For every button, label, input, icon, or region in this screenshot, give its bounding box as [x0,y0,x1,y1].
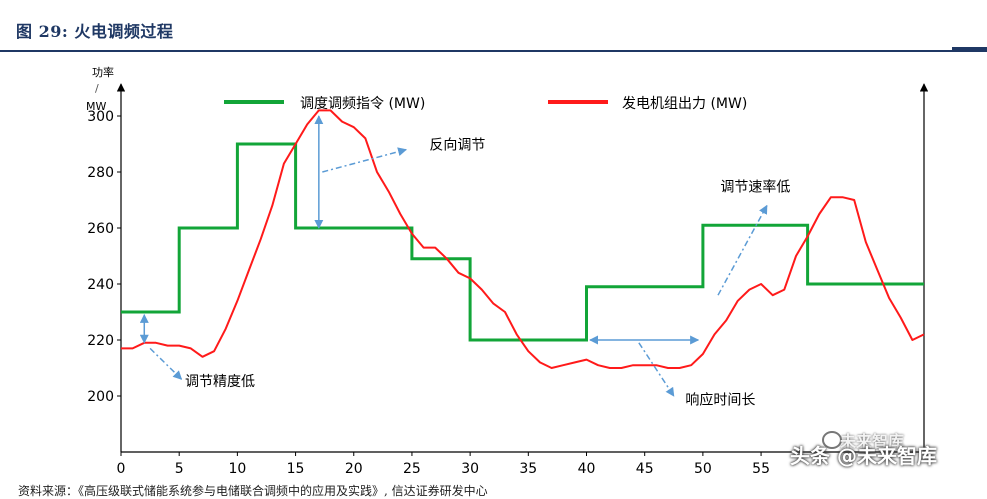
annotation-label: 反向调节 [429,138,485,154]
x-tick-label: 25 [403,461,421,477]
reverse-label-arrow [322,147,407,173]
figure-title: 图 29: 火电调频过程 [16,22,174,41]
y-axis-unit: MW [86,100,106,113]
x-tick-label: 55 [752,461,770,477]
watermark-logo-icon [822,431,842,449]
title-rule [0,50,987,52]
x-tick-label: 20 [345,461,363,477]
legend-label: 调度调频指令 (MW) [300,96,425,112]
y-axis-label: 功率 [92,65,114,79]
x-tick-label: 35 [519,461,537,477]
precision-label-arrow [149,347,183,380]
source-line: 资料来源：《高压级联式储能系统参与电储联合调频中的应用及实践》, 信达证券研发中… [18,484,488,498]
legend-label: 发电机组出力 (MW) [622,96,747,112]
annotation-label: 响应时间长 [685,391,755,408]
x-tick-label: 10 [228,461,246,477]
watermark-text: 头条 @未来智库 [790,444,937,468]
y-axis-label-slash: / [95,82,99,95]
y-tick-label: 260 [87,221,114,237]
x-tick-label: 15 [287,461,305,477]
watermark-logo: 未来智库 [840,432,905,451]
y-tick-label: 240 [87,277,114,293]
output-series-line [121,109,925,369]
x-tick-label: 0 [117,461,126,477]
y-tick-label: 220 [87,333,114,349]
rate-label-arrow [717,204,768,296]
x-tick-label: 40 [578,461,596,477]
x-tick-label: 45 [636,461,654,477]
y-tick-label: 200 [87,389,114,405]
response-label-arrow [638,342,675,397]
y-tick-label: 280 [87,165,114,181]
x-tick-label: 50 [694,461,712,477]
annotation-label: 调节精度低 [185,374,255,390]
command-series-line [121,142,924,342]
x-tick-label: 5 [175,461,184,477]
title-rule-accent [952,47,987,50]
frequency-regulation-chart: 功率 / MW 200 220 240 260 280 300 0 5 10 15 20 25 30 35 40 4… [86,65,929,477]
annotation-label: 调节速率低 [720,179,790,196]
y-tick-label: 300 [87,109,114,125]
x-tick-label: 30 [461,461,479,477]
